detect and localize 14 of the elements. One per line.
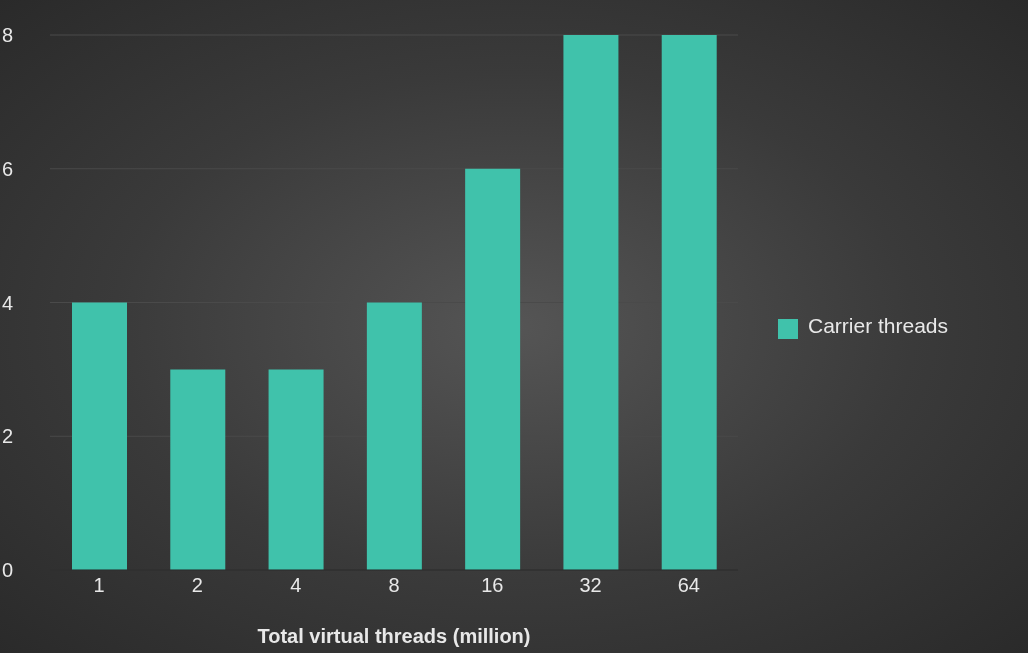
x-tick-label: 1 <box>93 574 105 597</box>
y-tick-label: 6 <box>2 157 14 180</box>
x-tick-label: 16 <box>481 574 504 597</box>
y-tick-label: 8 <box>2 24 14 47</box>
x-axis-title: Total virtual threads (million) <box>257 625 531 647</box>
x-tick-label: 32 <box>579 574 602 597</box>
y-tick-label: 4 <box>2 291 14 314</box>
legend-label: Carrier threads <box>808 314 949 338</box>
x-tick-label: 64 <box>677 574 700 597</box>
y-tick-label: 2 <box>2 425 14 448</box>
x-tick-label: 8 <box>388 574 400 597</box>
x-tick-label: 4 <box>290 574 302 597</box>
y-tick-label: 0 <box>2 559 14 582</box>
x-tick-label: 2 <box>191 574 203 597</box>
